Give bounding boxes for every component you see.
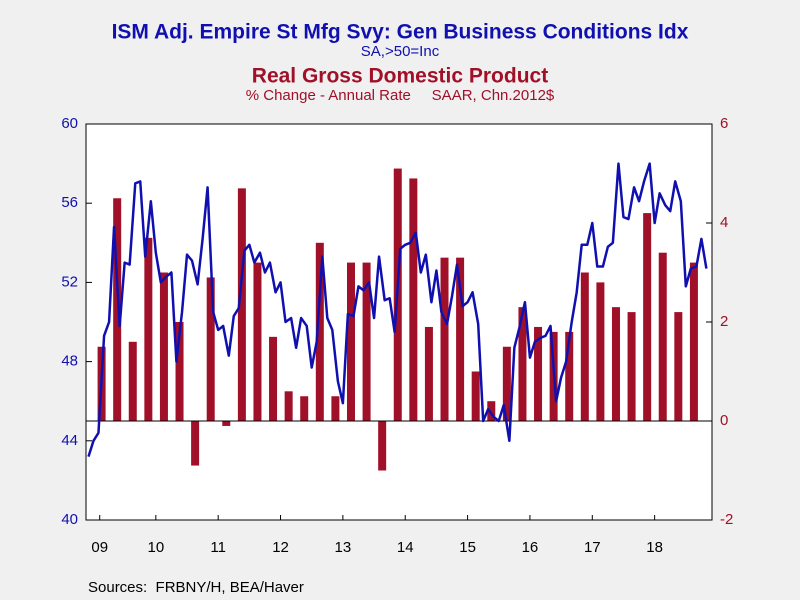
x-tick-label: 11 — [210, 539, 226, 556]
bar — [487, 401, 496, 421]
y-tick-label: 56 — [61, 194, 78, 211]
chart-subtitle: SA,>50=Inc — [361, 43, 440, 60]
bar — [284, 391, 293, 421]
bar — [128, 341, 137, 421]
x-tick-label: 17 — [584, 539, 601, 556]
bar — [113, 198, 122, 421]
bar — [269, 336, 278, 421]
bar — [596, 282, 605, 421]
bar — [627, 312, 636, 421]
bar — [611, 307, 620, 421]
x-tick-label: 16 — [522, 539, 539, 556]
chart-title: Real Gross Domestic Product — [252, 65, 548, 88]
x-tick-label: 14 — [397, 539, 414, 556]
y-tick-label: 40 — [61, 511, 78, 528]
bar — [378, 421, 387, 471]
chart-subtitle: % Change - Annual Rate SAAR, Chn.2012$ — [246, 87, 555, 104]
y-tick-label: 44 — [61, 432, 78, 449]
x-tick-label: 15 — [459, 539, 476, 556]
bar — [471, 371, 480, 421]
bar — [346, 262, 355, 421]
bar — [315, 242, 324, 421]
bar — [175, 322, 184, 421]
y2-tick-label: 2 — [720, 313, 728, 330]
x-tick-label: 09 — [91, 539, 108, 556]
y-tick-label: 52 — [61, 273, 78, 290]
x-tick-label: 13 — [335, 539, 352, 556]
bar — [191, 421, 200, 466]
bar — [222, 421, 231, 426]
bar — [144, 237, 153, 421]
x-tick-label: 12 — [272, 539, 289, 556]
bar — [237, 188, 246, 421]
bar — [253, 262, 262, 421]
source-note: Sources: FRBNY/H, BEA/Haver — [88, 579, 304, 596]
bar — [534, 326, 543, 421]
x-tick-label: 18 — [646, 539, 663, 556]
y2-tick-label: 6 — [720, 115, 728, 132]
y-tick-label: 60 — [61, 115, 78, 132]
bar — [658, 252, 667, 421]
bar — [362, 262, 371, 421]
x-tick-label: 10 — [147, 539, 164, 556]
y2-tick-label: -2 — [720, 511, 733, 528]
bar — [424, 326, 433, 421]
chart-title: ISM Adj. Empire St Mfg Svy: Gen Business… — [112, 21, 689, 44]
bar — [565, 331, 574, 421]
bar — [206, 277, 215, 421]
bar — [674, 312, 683, 421]
bar — [502, 346, 511, 421]
line-series — [87, 162, 708, 458]
y2-tick-label: 0 — [720, 412, 728, 429]
bar — [409, 178, 418, 421]
bar — [518, 307, 527, 421]
bar — [456, 257, 465, 421]
bar — [300, 396, 309, 421]
bar — [440, 257, 449, 421]
bar — [580, 272, 589, 421]
y-tick-label: 48 — [61, 353, 78, 370]
bar — [689, 262, 698, 421]
bar — [643, 213, 652, 421]
bar — [159, 272, 168, 421]
plot-frame — [85, 123, 713, 521]
bar — [331, 396, 340, 421]
y2-tick-label: 4 — [720, 214, 728, 231]
